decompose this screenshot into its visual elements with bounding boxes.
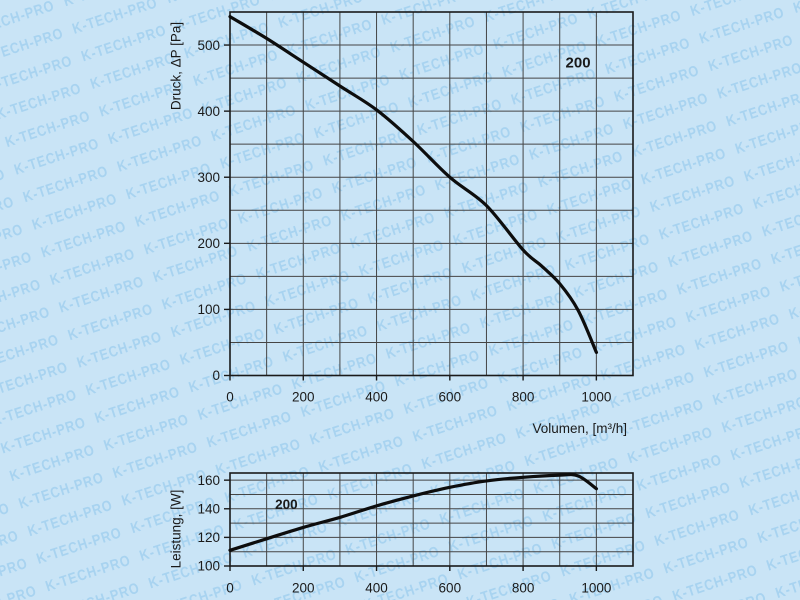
power-x-tick-label: 1000 <box>581 581 611 596</box>
pressure-y-tick-label: 300 <box>197 170 220 185</box>
power-y-tick-label: 160 <box>197 473 220 488</box>
pressure-y-tick-label: 500 <box>197 38 220 53</box>
pressure-series-label: 200 <box>566 54 591 71</box>
power-x-tick-label: 200 <box>292 581 315 596</box>
pressure-x-tick-label: 600 <box>439 390 462 405</box>
pressure-y-tick-label: 100 <box>197 302 220 317</box>
pressure-y-tick-label: 400 <box>197 104 220 119</box>
pressure-curve <box>228 15 598 354</box>
power-x-tick-label: 600 <box>439 581 462 596</box>
pressure-y-tick-label: 200 <box>197 236 220 251</box>
pressure-y-tick-label: 0 <box>212 368 220 383</box>
pressure-y-axis-title: Druck, ΔP [Pa] <box>169 22 184 110</box>
pressure-plot-border <box>229 11 634 377</box>
power-x-tick-label: 800 <box>512 581 535 596</box>
pressure-x-tick-label: 0 <box>226 390 234 405</box>
power-y-tick-label: 120 <box>197 530 220 545</box>
power-y-axis-title: Leistung, [W] <box>169 490 184 569</box>
power-x-tick-label: 400 <box>365 581 388 596</box>
power-x-tick-label: 0 <box>226 581 234 596</box>
pressure-x-tick-label: 200 <box>292 390 315 405</box>
power-plot-border <box>229 472 634 567</box>
pressure-x-axis-title: Volumen, [m³/h] <box>532 421 627 436</box>
power-series-label: 200 <box>275 497 298 512</box>
power-y-tick-label: 140 <box>197 501 220 516</box>
power-y-tick-label: 100 <box>197 559 220 574</box>
pressure-x-tick-label: 1000 <box>581 390 611 405</box>
power-curve <box>228 472 598 552</box>
pressure-x-tick-label: 800 <box>512 390 535 405</box>
pressure-x-tick-label: 400 <box>365 390 388 405</box>
